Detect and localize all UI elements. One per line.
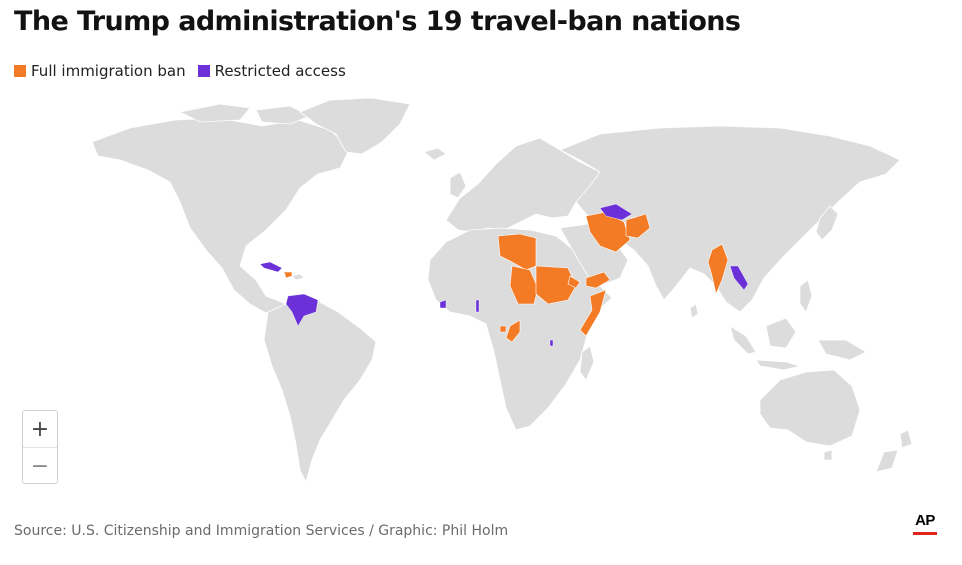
legend-label-full-ban: Full immigration ban	[31, 62, 186, 80]
land-new-zealand	[899, 429, 913, 449]
zoom-control: + −	[22, 410, 58, 484]
country-myanmar[interactable]	[707, 243, 729, 295]
land-canadian-islands-2	[255, 105, 311, 125]
zoom-out-button[interactable]: −	[30, 453, 50, 479]
world-map[interactable]	[0, 90, 962, 510]
zoom-in-button[interactable]: +	[23, 411, 57, 448]
land-new-zealand-south	[875, 449, 899, 473]
ap-logo-bar	[913, 532, 937, 535]
legend: Full immigration ban Restricted access	[14, 62, 358, 80]
land-north-america	[91, 117, 351, 327]
land-south-america	[263, 299, 377, 484]
country-chad[interactable]	[509, 265, 539, 305]
ap-logo-text: AP	[915, 512, 935, 529]
land-britain	[449, 171, 467, 199]
country-yemen[interactable]	[585, 271, 611, 289]
country-sudan[interactable]	[535, 265, 577, 305]
country-burundi[interactable]	[549, 339, 554, 347]
land-java	[755, 359, 802, 371]
country-cuba[interactable]	[259, 261, 283, 273]
land-sumatra	[729, 325, 757, 355]
land-layer	[91, 97, 913, 484]
page-title: The Trump administration's 19 travel-ban…	[14, 6, 741, 37]
land-japan	[815, 205, 839, 241]
legend-swatch-restricted	[197, 65, 210, 77]
land-philippines	[799, 279, 813, 313]
country-haiti[interactable]	[283, 271, 293, 279]
land-caribbean	[291, 273, 305, 281]
country-togo[interactable]	[475, 299, 480, 313]
legend-item-restricted: Restricted access	[197, 62, 346, 80]
legend-swatch-full-ban	[14, 65, 26, 77]
country-laos[interactable]	[729, 265, 749, 291]
country-afghanistan[interactable]	[625, 213, 651, 239]
country-republic-of-the-congo[interactable]	[505, 319, 521, 343]
land-madagascar	[579, 345, 595, 381]
country-eritrea[interactable]	[567, 275, 581, 289]
land-new-guinea	[817, 339, 867, 361]
land-canadian-islands	[178, 103, 251, 123]
land-iceland	[423, 147, 447, 161]
legend-label-restricted: Restricted access	[214, 62, 346, 80]
source-credit: Source: U.S. Citizenship and Immigration…	[14, 523, 509, 539]
land-sri-lanka	[689, 303, 699, 319]
ap-logo: AP	[913, 513, 937, 535]
country-equatorial-guinea[interactable]	[499, 325, 507, 333]
land-australia	[759, 369, 861, 447]
land-tasmania	[823, 449, 833, 461]
country-venezuela[interactable]	[285, 293, 319, 327]
highlighted-countries	[259, 203, 749, 347]
land-greenland	[299, 97, 411, 155]
country-libya[interactable]	[497, 233, 537, 271]
world-map-svg[interactable]	[0, 90, 962, 510]
country-sierra-leone[interactable]	[439, 299, 447, 309]
country-somalia[interactable]	[579, 289, 607, 337]
land-borneo	[765, 317, 797, 349]
legend-item-full-ban: Full immigration ban	[14, 62, 186, 80]
country-turkmenistan[interactable]	[599, 203, 633, 221]
